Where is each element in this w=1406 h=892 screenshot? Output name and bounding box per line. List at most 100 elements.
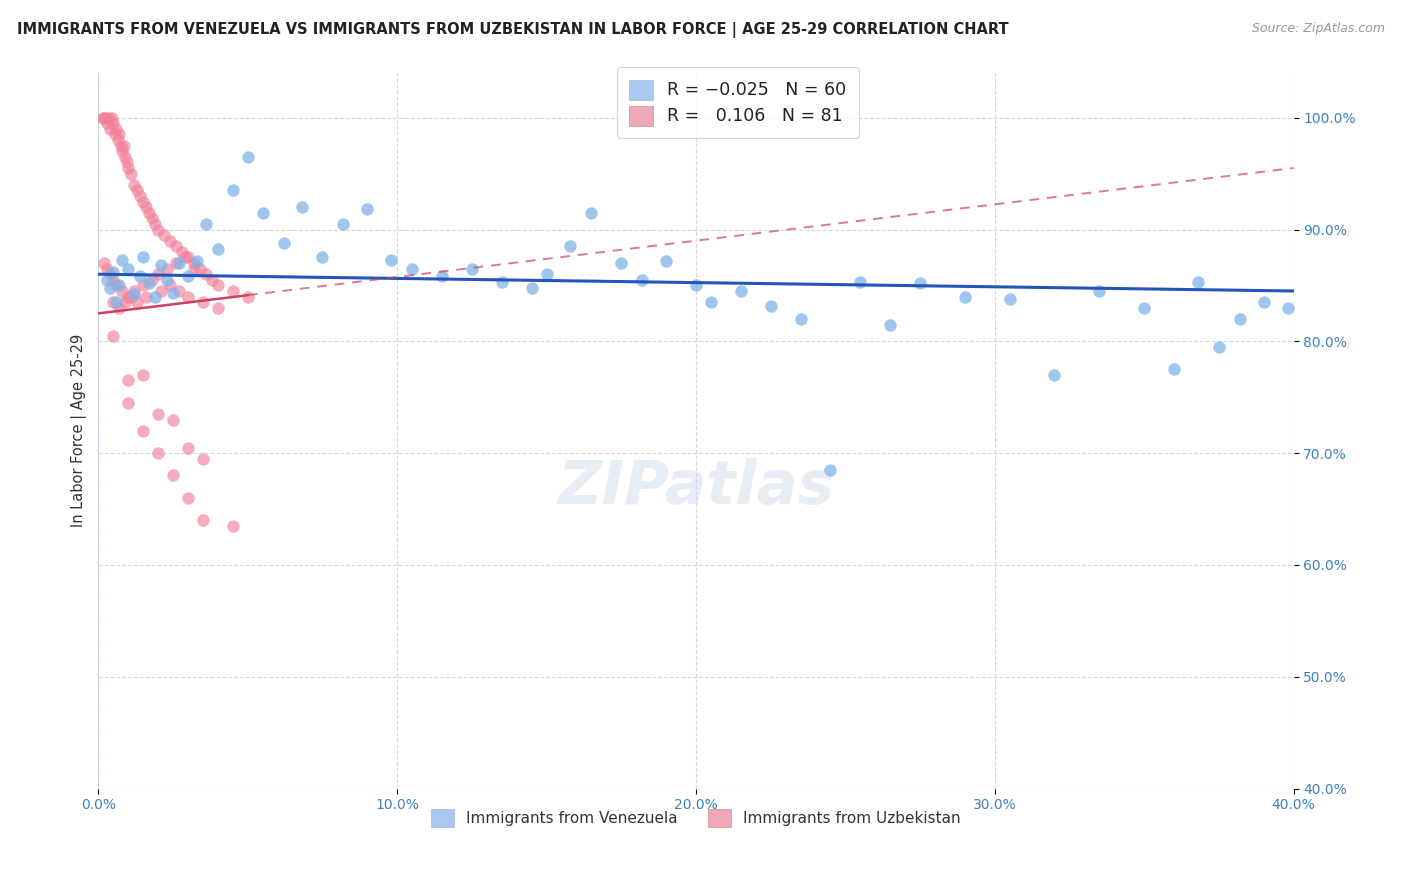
- Point: [820, 463, 842, 477]
- Point: [236, 150, 259, 164]
- Point: [122, 287, 145, 301]
- Point: [98, 267, 121, 281]
- Point: [105, 278, 128, 293]
- Point: [94, 111, 117, 125]
- Point: [96, 273, 118, 287]
- Point: [117, 261, 139, 276]
- Point: [150, 258, 173, 272]
- Point: [91, 111, 114, 125]
- Point: [98, 280, 121, 294]
- Point: [93, 256, 115, 270]
- Point: [146, 267, 169, 281]
- Point: [103, 273, 125, 287]
- Point: [120, 167, 142, 181]
- Point: [127, 183, 149, 197]
- Point: [201, 273, 224, 287]
- Point: [96, 116, 118, 130]
- Point: [153, 228, 176, 243]
- Point: [117, 396, 139, 410]
- Point: [207, 242, 229, 256]
- Point: [104, 128, 127, 142]
- Point: [108, 278, 131, 293]
- Point: [165, 239, 187, 253]
- Point: [520, 280, 543, 294]
- Point: [120, 289, 142, 303]
- Point: [111, 145, 134, 159]
- Point: [103, 116, 125, 130]
- Point: [401, 261, 423, 276]
- Point: [222, 183, 245, 197]
- Point: [491, 275, 513, 289]
- Point: [191, 295, 214, 310]
- Point: [311, 251, 333, 265]
- Point: [290, 200, 312, 214]
- Point: [953, 289, 976, 303]
- Point: [107, 133, 129, 147]
- Point: [1088, 284, 1111, 298]
- Point: [207, 301, 229, 315]
- Point: [165, 256, 187, 270]
- Point: [129, 189, 152, 203]
- Text: ZIPatlas: ZIPatlas: [557, 458, 835, 517]
- Point: [114, 150, 136, 164]
- Point: [127, 295, 149, 310]
- Point: [143, 289, 166, 303]
- Point: [156, 273, 179, 287]
- Point: [117, 289, 139, 303]
- Point: [1043, 368, 1066, 382]
- Point: [132, 424, 155, 438]
- Point: [849, 275, 872, 289]
- Point: [191, 451, 214, 466]
- Point: [1133, 301, 1156, 315]
- Point: [98, 121, 121, 136]
- Point: [162, 412, 184, 426]
- Point: [236, 289, 259, 303]
- Point: [132, 194, 155, 209]
- Text: Source: ZipAtlas.com: Source: ZipAtlas.com: [1251, 22, 1385, 36]
- Point: [146, 407, 169, 421]
- Point: [273, 235, 295, 250]
- Point: [146, 222, 169, 236]
- Point: [167, 284, 190, 298]
- Point: [1163, 362, 1185, 376]
- Point: [117, 161, 139, 175]
- Point: [132, 368, 155, 382]
- Point: [146, 446, 169, 460]
- Point: [108, 128, 131, 142]
- Point: [167, 256, 190, 270]
- Point: [170, 244, 193, 259]
- Point: [138, 205, 160, 219]
- Point: [1229, 312, 1251, 326]
- Point: [183, 256, 205, 270]
- Point: [1187, 275, 1209, 289]
- Point: [356, 202, 378, 217]
- Point: [461, 261, 484, 276]
- Point: [103, 295, 125, 310]
- Point: [610, 256, 633, 270]
- Point: [536, 267, 558, 281]
- Point: [998, 292, 1021, 306]
- Point: [655, 253, 678, 268]
- Point: [143, 217, 166, 231]
- Point: [581, 205, 603, 219]
- Y-axis label: In Labor Force | Age 25-29: In Labor Force | Age 25-29: [72, 334, 87, 527]
- Point: [159, 278, 181, 293]
- Point: [188, 261, 211, 276]
- Point: [560, 239, 582, 253]
- Point: [207, 278, 229, 293]
- Point: [380, 252, 402, 267]
- Point: [97, 111, 120, 125]
- Point: [96, 261, 118, 276]
- Point: [162, 468, 184, 483]
- Point: [730, 284, 752, 298]
- Point: [759, 299, 782, 313]
- Point: [177, 441, 200, 455]
- Point: [138, 276, 160, 290]
- Point: [1253, 295, 1275, 310]
- Point: [122, 284, 145, 298]
- Point: [111, 252, 134, 267]
- Point: [162, 286, 184, 301]
- Point: [114, 295, 136, 310]
- Point: [93, 111, 115, 125]
- Point: [108, 301, 131, 315]
